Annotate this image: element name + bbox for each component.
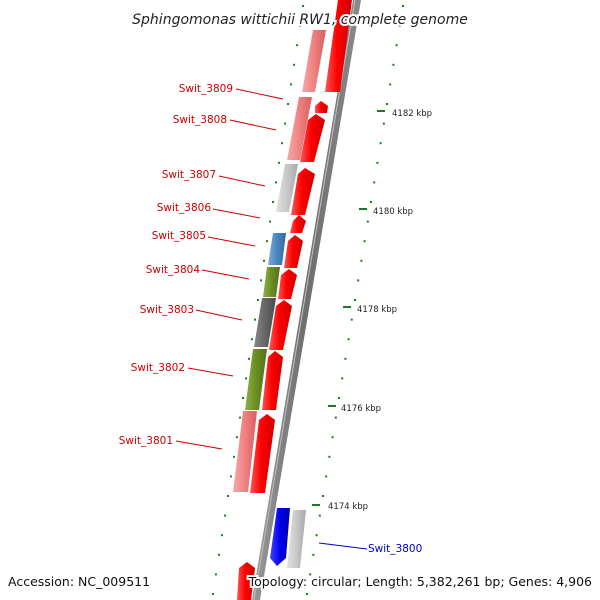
gene-label: Swit_3805	[152, 230, 206, 242]
inner-tick-track	[211, 5, 305, 595]
leader-line	[318, 542, 368, 550]
gene-labels: Swit_3809 Swit_3808 Swit_3807 Swit_3806 …	[119, 83, 423, 555]
forward-strand-genes	[237, 0, 352, 600]
gene-arrow	[284, 235, 303, 268]
leader-line	[212, 208, 261, 219]
gene-arrow	[269, 300, 292, 350]
gene-block	[287, 97, 312, 160]
gene-arrow	[291, 168, 315, 215]
gene-label: Swit_3806	[157, 202, 212, 214]
gene-label: Swit_3803	[140, 304, 194, 316]
kbp-scale: 4174 kbp 4176 kbp 4178 kbp 4180 kbp 4182…	[312, 109, 432, 512]
gene-block	[276, 164, 298, 212]
gene-label: Swit_3807	[162, 169, 216, 181]
gene-block	[302, 30, 326, 92]
accession-text: Accession: NC_009511	[8, 574, 150, 589]
gene-arrow	[315, 101, 328, 113]
gene-arrow	[325, 0, 352, 92]
reverse-strand-genes	[233, 30, 326, 492]
topology-text: Topology: circular; Length: 5,382,261 bp…	[248, 574, 592, 589]
leader-line	[229, 119, 277, 131]
leader-line	[207, 236, 256, 247]
leader-line	[175, 440, 223, 450]
gene-label: Swit_3801	[119, 435, 173, 447]
gene-label: Swit_3804	[146, 264, 201, 276]
gene-arrow	[290, 215, 306, 233]
gene-arrow-reverse	[270, 508, 290, 566]
gene-label: Swit_3802	[131, 362, 185, 374]
kbp-label: 4176 kbp	[341, 404, 381, 414]
gene-block	[254, 298, 276, 347]
gene-block	[233, 411, 257, 492]
gene-label: Swit_3808	[173, 114, 227, 126]
gene-arrow	[262, 351, 283, 410]
gene-label: Swit_3800	[368, 543, 422, 555]
kbp-label: 4182 kbp	[392, 109, 432, 119]
leader-line	[201, 269, 250, 280]
genome-title: Sphingomonas wittichii RW1, complete gen…	[132, 12, 468, 28]
gene-arrow	[250, 414, 275, 493]
gene-label: Swit_3809	[179, 83, 233, 95]
gene-block	[287, 510, 306, 568]
gene-block	[268, 233, 286, 265]
leader-line	[195, 309, 243, 321]
gene-arrow	[278, 269, 297, 299]
kbp-label: 4180 kbp	[373, 207, 413, 217]
leader-line	[187, 367, 234, 377]
gene-arrow	[237, 562, 255, 600]
outer-tick-track	[305, 5, 405, 595]
gene-block	[245, 349, 267, 410]
leader-line	[218, 175, 266, 187]
kbp-label: 4178 kbp	[357, 305, 397, 315]
gene-leader-lines	[175, 88, 368, 550]
leader-line	[235, 88, 284, 100]
backbone-highlight	[253, 0, 356, 600]
gene-arrow	[300, 114, 325, 162]
gene-block	[263, 267, 280, 297]
kbp-label: 4174 kbp	[328, 502, 368, 512]
